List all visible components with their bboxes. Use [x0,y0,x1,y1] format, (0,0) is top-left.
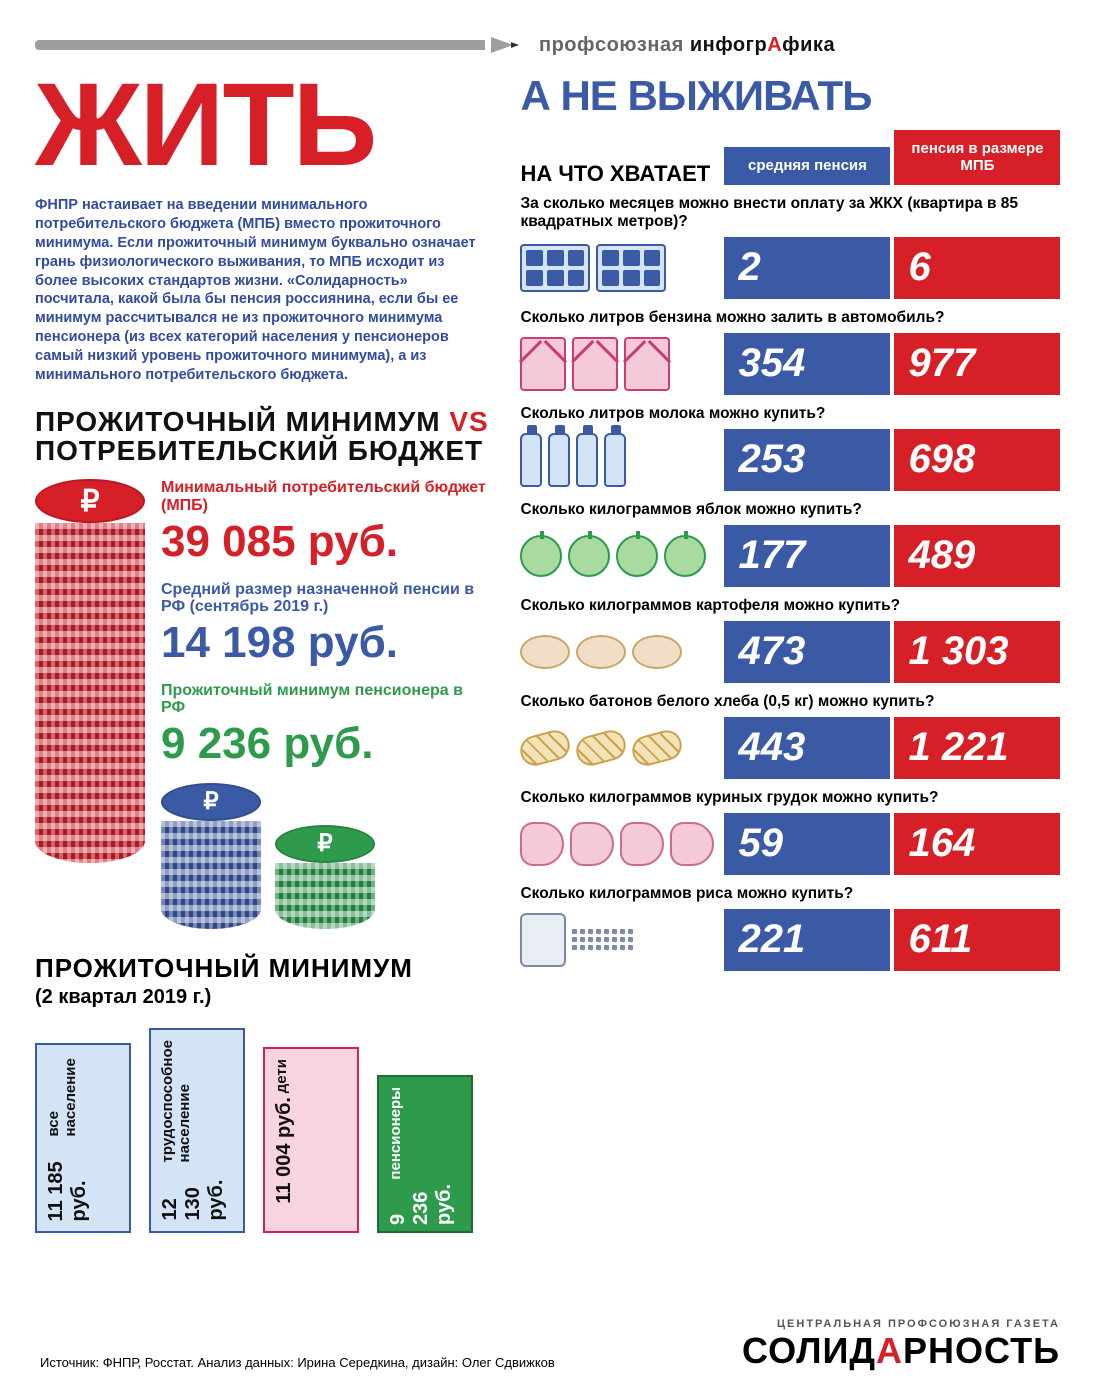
compare-icon-rice [520,909,720,971]
pencil-icon [35,40,485,50]
compare-value-avg: 59 [724,813,890,875]
bar: дети11 004 руб. [263,1047,359,1233]
compare-row: Сколько батонов белого хлеба (0,5 кг) мо… [520,693,1065,779]
bar: пенсионеры9 236 руб. [377,1075,473,1233]
compare-value-mpb: 698 [894,429,1060,491]
compare-value-avg: 2 [724,237,890,299]
compare-row: Сколько килограммов картофеля можно купи… [520,597,1065,683]
compare-row: Сколько литров молока можно купить? 25369… [520,405,1065,491]
col-head-mpb: пенсия в размере МПБ [894,130,1060,185]
compare-value-mpb: 977 [894,333,1060,395]
compare-value-mpb: 164 [894,813,1060,875]
source-line: Источник: ФНПР, Росстат. Анализ данных: … [40,1355,555,1370]
compare-icon-window [520,237,720,299]
compare-row: За сколько месяцев можно внести оплату з… [520,195,1065,299]
compare-question: Сколько литров молока можно купить? [520,405,1065,423]
header: профсоюзная инфогрАфика [35,30,1065,60]
bars-chart: все население11 185 руб.трудоспособное н… [35,1023,490,1233]
compare-icon-bottle [520,429,720,491]
subtitle: А НЕ ВЫЖИВАТЬ [520,72,1065,120]
compare-icon-can [520,333,720,395]
compare-question: Сколько килограммов риса можно купить? [520,885,1065,903]
compare-value-avg: 443 [724,717,890,779]
subchart-subtitle: (2 квартал 2019 г.) [35,986,490,1009]
compare-value-mpb: 611 [894,909,1060,971]
compare-question: За сколько месяцев можно внести оплату з… [520,195,1065,231]
header-brand: профсоюзная инфогрАфика [539,34,835,57]
coin-stack-min-pension: ₽ [275,825,375,929]
main-title: ЖИТЬ [35,72,490,178]
col-head-avg: средняя пенсия [724,147,890,184]
intro-text: ФНПР настаивает на введении минимального… [35,196,490,384]
compare-icon-bread [520,717,720,779]
compare-question: Сколько килограммов куриных грудок можно… [520,789,1065,807]
compare-value-avg: 473 [724,621,890,683]
compare-value-avg: 221 [724,909,890,971]
right-column: А НЕ ВЫЖИВАТЬ НА ЧТО ХВАТАЕТ средняя пен… [520,72,1065,1233]
metric-value-avg: 14 198 руб. [161,618,490,668]
bar: все население11 185 руб. [35,1043,131,1233]
compare-icon-meat [520,813,720,875]
bar: трудоспособное население12 130 руб. [149,1028,245,1233]
compare-icon-potato [520,621,720,683]
coin-stack-mpb: ₽ [35,479,145,863]
compare-rows: За сколько месяцев можно внести оплату з… [520,195,1065,971]
footer-brand: ЦЕНТРАЛЬНАЯ ПРОФСОЮЗНАЯ ГАЗЕТА СОЛИДАРНО… [742,1318,1060,1372]
metric-label-mpb: Минимальный потребительский бюджет (МПБ) [161,479,490,514]
subchart-title: ПРОЖИТОЧНЫЙ МИНИМУМ [35,953,490,984]
compare-question: Сколько килограммов картофеля можно купи… [520,597,1065,615]
compare-value-avg: 354 [724,333,890,395]
vs-title: ПРОЖИТОЧНЫЙ МИНИМУМ VS ПОТРЕБИТЕЛЬСКИЙ Б… [35,407,490,466]
compare-value-mpb: 1 221 [894,717,1060,779]
compare-value-mpb: 6 [894,237,1060,299]
coin-stack-avg-pension: ₽ [161,783,261,929]
metric-value-mpb: 39 085 руб. [161,517,490,567]
coin-stacks-chart: ₽ Минимальный потребительский бюджет (МП… [35,479,490,929]
compare-value-avg: 177 [724,525,890,587]
compare-value-mpb: 1 303 [894,621,1060,683]
metric-label-min: Прожиточный минимум пенсионера в РФ [161,682,490,717]
metric-label-avg: Средний размер назначенной пенсии в РФ (… [161,581,490,616]
compare-question: Сколько килограммов яблок можно купить? [520,501,1065,519]
compare-row: Сколько килограммов яблок можно купить? 1… [520,501,1065,587]
compare-row: Сколько килограммов куриных грудок можно… [520,789,1065,875]
compare-question: Сколько литров бензина можно залить в ав… [520,309,1065,327]
left-column: ЖИТЬ ФНПР настаивает на введении минимал… [35,72,490,1233]
compare-question: Сколько батонов белого хлеба (0,5 кг) мо… [520,693,1065,711]
compare-heading: НА ЧТО ХВАТАЕТ [520,163,720,185]
compare-header: НА ЧТО ХВАТАЕТ средняя пенсия пенсия в р… [520,130,1065,185]
metric-value-min: 9 236 руб. [161,719,490,769]
compare-value-mpb: 489 [894,525,1060,587]
compare-row: Сколько литров бензина можно залить в ав… [520,309,1065,395]
compare-value-avg: 253 [724,429,890,491]
compare-icon-apple [520,525,720,587]
compare-row: Сколько килограммов риса можно купить? 22… [520,885,1065,971]
